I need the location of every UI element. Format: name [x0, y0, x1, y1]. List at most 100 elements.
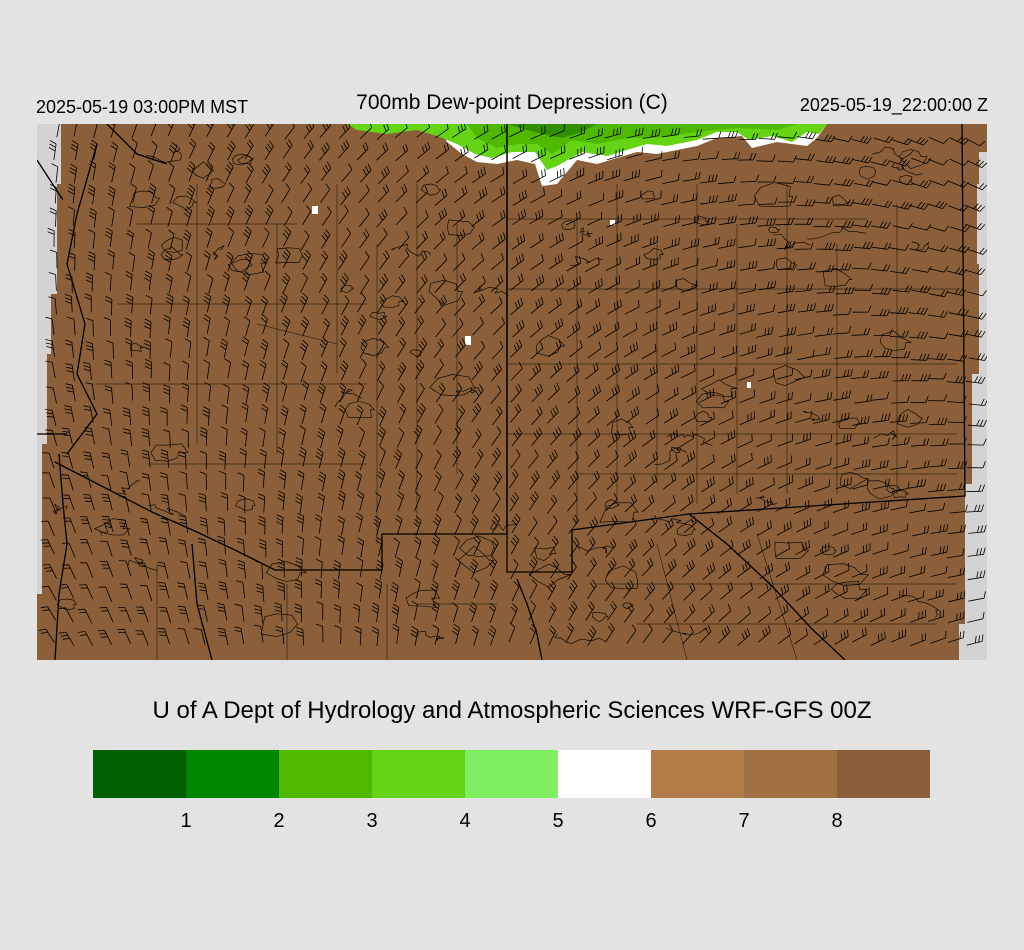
wind-barb: [606, 514, 618, 534]
wind-barb: [813, 178, 834, 186]
wind-barb: [259, 449, 267, 469]
wind-barb: [680, 410, 696, 426]
contour: [429, 374, 478, 397]
wind-barb: [275, 538, 283, 558]
wind-barb: [645, 169, 663, 182]
wind-barb: [315, 558, 323, 579]
wind-barb: [341, 227, 352, 248]
contour: [802, 411, 821, 421]
contour: [891, 163, 923, 176]
wind-barb: [645, 384, 660, 401]
wind-barb: [378, 406, 387, 427]
wind-barb: [243, 226, 252, 247]
wind-barb: [645, 408, 660, 425]
wind-barb: [758, 238, 777, 248]
wind-barb: [492, 232, 506, 250]
wind-barb: [758, 197, 778, 205]
contour: [897, 408, 924, 428]
wind-barb: [854, 543, 871, 557]
wind-barb: [569, 146, 585, 160]
wind-barb: [378, 273, 389, 294]
contour: [694, 410, 713, 422]
wind-barb: [493, 316, 505, 335]
wind-barb: [244, 295, 252, 316]
wind-barb: [431, 534, 440, 555]
wind-barb: [889, 306, 909, 315]
contour: [379, 295, 404, 308]
wind-barb: [340, 315, 349, 336]
wind-barb: [549, 470, 561, 490]
wind-barb: [641, 343, 657, 359]
wind-barb: [736, 539, 751, 556]
wind-barb: [237, 472, 245, 492]
wind-barb: [757, 625, 771, 643]
wind-barb: [360, 163, 372, 183]
wind-barb: [473, 578, 480, 599]
wind-barb: [118, 495, 130, 513]
wind-barb: [377, 315, 388, 335]
wind-barb: [178, 451, 187, 470]
wind-barb: [870, 391, 890, 401]
wind-barb: [721, 345, 737, 359]
wind-barb: [909, 546, 927, 558]
wind-barb: [626, 147, 643, 159]
wind-barb: [177, 539, 188, 557]
wind-barb: [588, 145, 605, 159]
contour: [676, 523, 696, 536]
wind-barb: [413, 424, 423, 445]
contour: [160, 236, 183, 253]
wind-barb: [756, 326, 773, 338]
wind-barb: [338, 205, 349, 225]
wind-barb: [299, 404, 307, 425]
wind-barb: [642, 623, 653, 644]
wind-barb: [125, 337, 133, 357]
wind-barb: [776, 240, 795, 250]
wind-barb: [491, 210, 506, 227]
wind-barb: [566, 364, 580, 382]
contour: [344, 401, 376, 419]
wind-barb: [796, 518, 812, 533]
wind-barb: [139, 517, 151, 535]
wind-barb: [873, 349, 893, 358]
map-panel: [37, 124, 987, 660]
wind-barb: [265, 184, 274, 205]
wind-barb: [662, 150, 680, 161]
contour: [700, 379, 738, 397]
wind-barb: [757, 581, 772, 599]
wind-barb: [89, 208, 97, 228]
wind-barb: [928, 458, 947, 468]
wind-barb: [511, 581, 520, 602]
wind-barb: [337, 469, 346, 489]
contour: [666, 432, 713, 447]
wind-barb: [510, 383, 522, 403]
wind-barb: [301, 380, 309, 401]
wind-barb: [853, 458, 871, 470]
wind-barb: [814, 542, 830, 557]
wind-barb: [144, 359, 152, 379]
wind-barb: [834, 178, 854, 187]
wind-barb: [624, 363, 639, 380]
wind-barb: [512, 319, 525, 338]
wind-barb: [702, 562, 716, 581]
wind-barb: [604, 342, 619, 359]
wind-barb: [642, 538, 655, 557]
wind-barb: [813, 368, 831, 379]
wind-barb: [182, 360, 189, 381]
wind-barb: [187, 124, 196, 138]
wind-barb: [79, 539, 93, 555]
wind-barb: [682, 625, 694, 645]
wind-barb: [340, 186, 351, 206]
wind-barb: [605, 275, 621, 291]
wind-barb: [62, 517, 76, 534]
wind-barb: [928, 225, 950, 232]
wind-barb: [454, 185, 468, 203]
wind-barb: [397, 469, 405, 490]
contour: [592, 612, 609, 623]
wind-barb: [512, 208, 527, 225]
wind-barb: [79, 584, 94, 600]
wind-barb: [739, 344, 757, 357]
wind-barb: [316, 601, 324, 621]
wind-barb: [624, 517, 637, 537]
legend-swatch-2: [186, 750, 279, 798]
wind-barb: [642, 321, 658, 337]
